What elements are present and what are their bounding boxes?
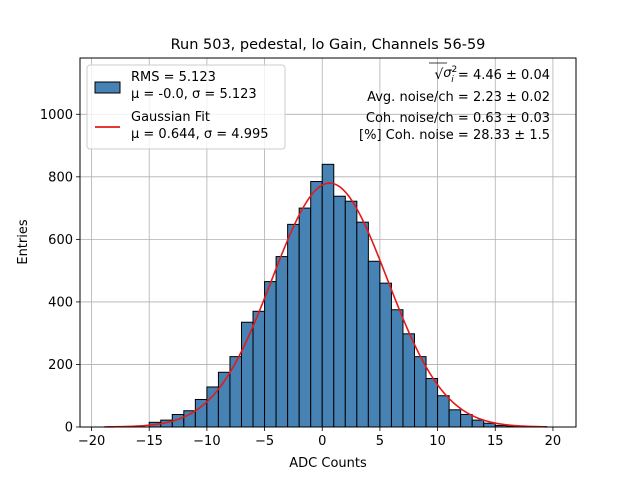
histogram-bar <box>460 413 473 428</box>
histogram-bar <box>333 195 346 428</box>
histogram-bar <box>448 409 462 428</box>
legend: RMS = 5.123 μ = -0.0, σ = 5.123 Gaussian… <box>86 64 286 150</box>
gaussian-fit-line <box>104 182 548 428</box>
legend-histogram-swatch <box>94 81 121 94</box>
histogram-bar <box>183 410 196 428</box>
y-tick-label: 0 <box>65 421 73 436</box>
x-tick-label: 5 <box>376 434 384 449</box>
histogram-bar <box>206 386 219 428</box>
histogram-bar <box>414 356 427 428</box>
histogram-bar <box>264 281 277 428</box>
histogram-bar <box>483 422 496 428</box>
histogram-bar <box>367 260 381 428</box>
legend-frame <box>86 64 286 150</box>
legend-fit-label: Gaussian Fit <box>131 110 210 125</box>
histogram-bar <box>379 282 392 428</box>
x-axis-ticks: −20 −15 −10 −5 0 5 10 15 20 <box>78 427 561 449</box>
x-tick-label: −5 <box>255 434 274 449</box>
annotation-coh-percent: [%] Coh. noise = 28.33 ± 1.5 <box>359 128 550 143</box>
y-tick-label: 200 <box>48 358 73 373</box>
annotation-sigma: √σ2 i = 4.46 ± 0.04 <box>434 65 550 85</box>
legend-fit-stats: μ = 0.644, σ = 4.995 <box>131 127 269 142</box>
histogram-bar <box>275 256 289 428</box>
annotation-coh-noise: Coh. noise/ch = 0.63 ± 0.03 <box>366 111 550 126</box>
histogram-bar <box>310 181 323 428</box>
y-tick-label: 600 <box>48 233 73 248</box>
x-axis-label: ADC Counts <box>289 456 367 471</box>
histogram-bar <box>471 419 485 428</box>
histogram-bar <box>390 309 404 428</box>
histogram-bar <box>321 163 335 428</box>
x-tick-label: 10 <box>429 434 446 449</box>
y-tick-label: 400 <box>48 295 73 310</box>
y-axis-label: Entries <box>16 219 31 265</box>
x-tick-label: −20 <box>78 434 105 449</box>
histogram-bar <box>229 356 242 428</box>
histogram-bar <box>437 395 450 428</box>
histogram-bar <box>402 333 416 428</box>
y-tick-label: 1000 <box>40 108 73 123</box>
histogram-bar <box>425 378 439 428</box>
annotation-avg-noise: Avg. noise/ch = 2.23 ± 0.02 <box>367 90 550 105</box>
chart-title: Run 503, pedestal, lo Gain, Channels 56-… <box>171 37 486 53</box>
x-tick-label: 0 <box>318 434 326 449</box>
histogram-bar <box>287 223 300 428</box>
axes-frame <box>79 57 577 428</box>
legend-histogram-label: RMS = 5.123 <box>131 70 216 85</box>
histogram-bar <box>298 207 312 428</box>
histogram-bars <box>148 163 519 428</box>
y-axis-ticks: 0 200 400 600 800 1000 <box>40 108 80 436</box>
y-tick-label: 800 <box>48 170 73 185</box>
x-tick-label: 20 <box>545 434 562 449</box>
x-tick-label: 15 <box>487 434 504 449</box>
histogram-bar <box>356 221 369 428</box>
legend-histogram-stats: μ = -0.0, σ = 5.123 <box>131 87 257 102</box>
noise-annotations: √σ2 i = 4.46 ± 0.04 Avg. noise/ch = 2.23 … <box>359 62 550 143</box>
x-tick-label: −10 <box>193 434 220 449</box>
gaussian-fit-curve <box>104 182 548 428</box>
histogram-bar <box>252 310 266 428</box>
histogram-bar <box>344 200 358 428</box>
x-tick-label: −15 <box>135 434 162 449</box>
